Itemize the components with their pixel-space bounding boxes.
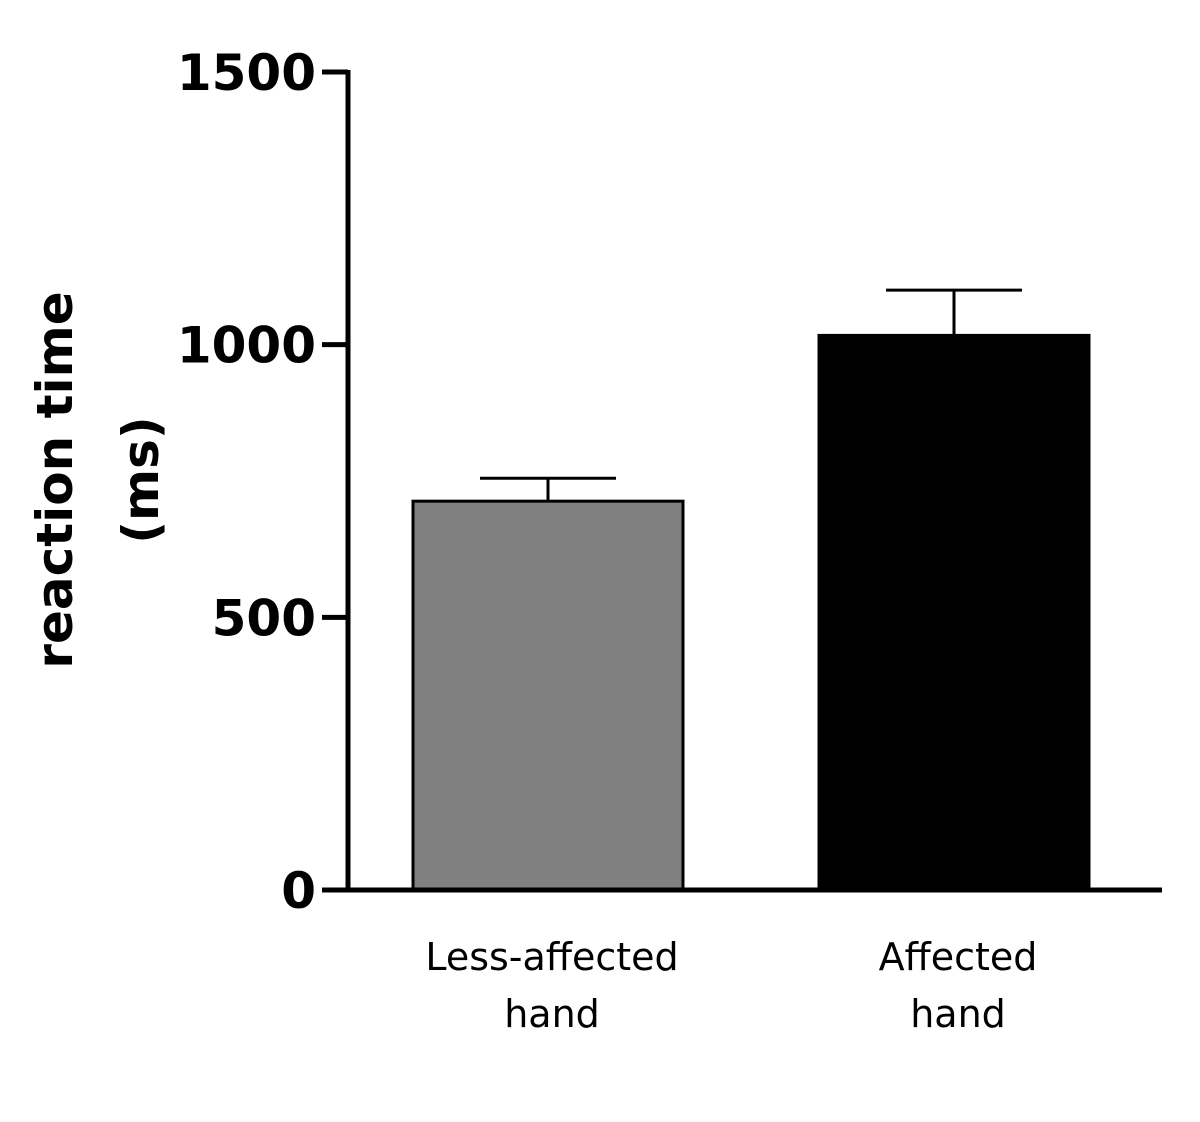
x-category-label: Affected xyxy=(879,935,1038,979)
y-axis-title: reaction time (ms) xyxy=(26,291,170,668)
bars xyxy=(411,333,1091,892)
x-category-label: Less-affected xyxy=(425,935,678,979)
x-category-label: hand xyxy=(504,992,600,1036)
y-tick-label: 500 xyxy=(212,589,316,647)
axes xyxy=(322,70,1162,893)
x-category-labels: Less-affected hand Affected hand xyxy=(425,935,1037,1036)
bar-0 xyxy=(411,499,685,892)
y-axis-title-line: (ms) xyxy=(112,416,170,544)
y-axis-title-line: reaction time xyxy=(26,291,84,668)
y-tick-label: 1500 xyxy=(177,44,316,102)
error-bars xyxy=(480,288,1022,502)
y-tick-label: 1000 xyxy=(177,317,316,375)
x-category-label: hand xyxy=(910,992,1006,1036)
y-ticks: 0 500 1000 1500 xyxy=(177,44,348,920)
y-tick-label: 0 xyxy=(281,862,316,920)
bar-1 xyxy=(817,333,1091,892)
